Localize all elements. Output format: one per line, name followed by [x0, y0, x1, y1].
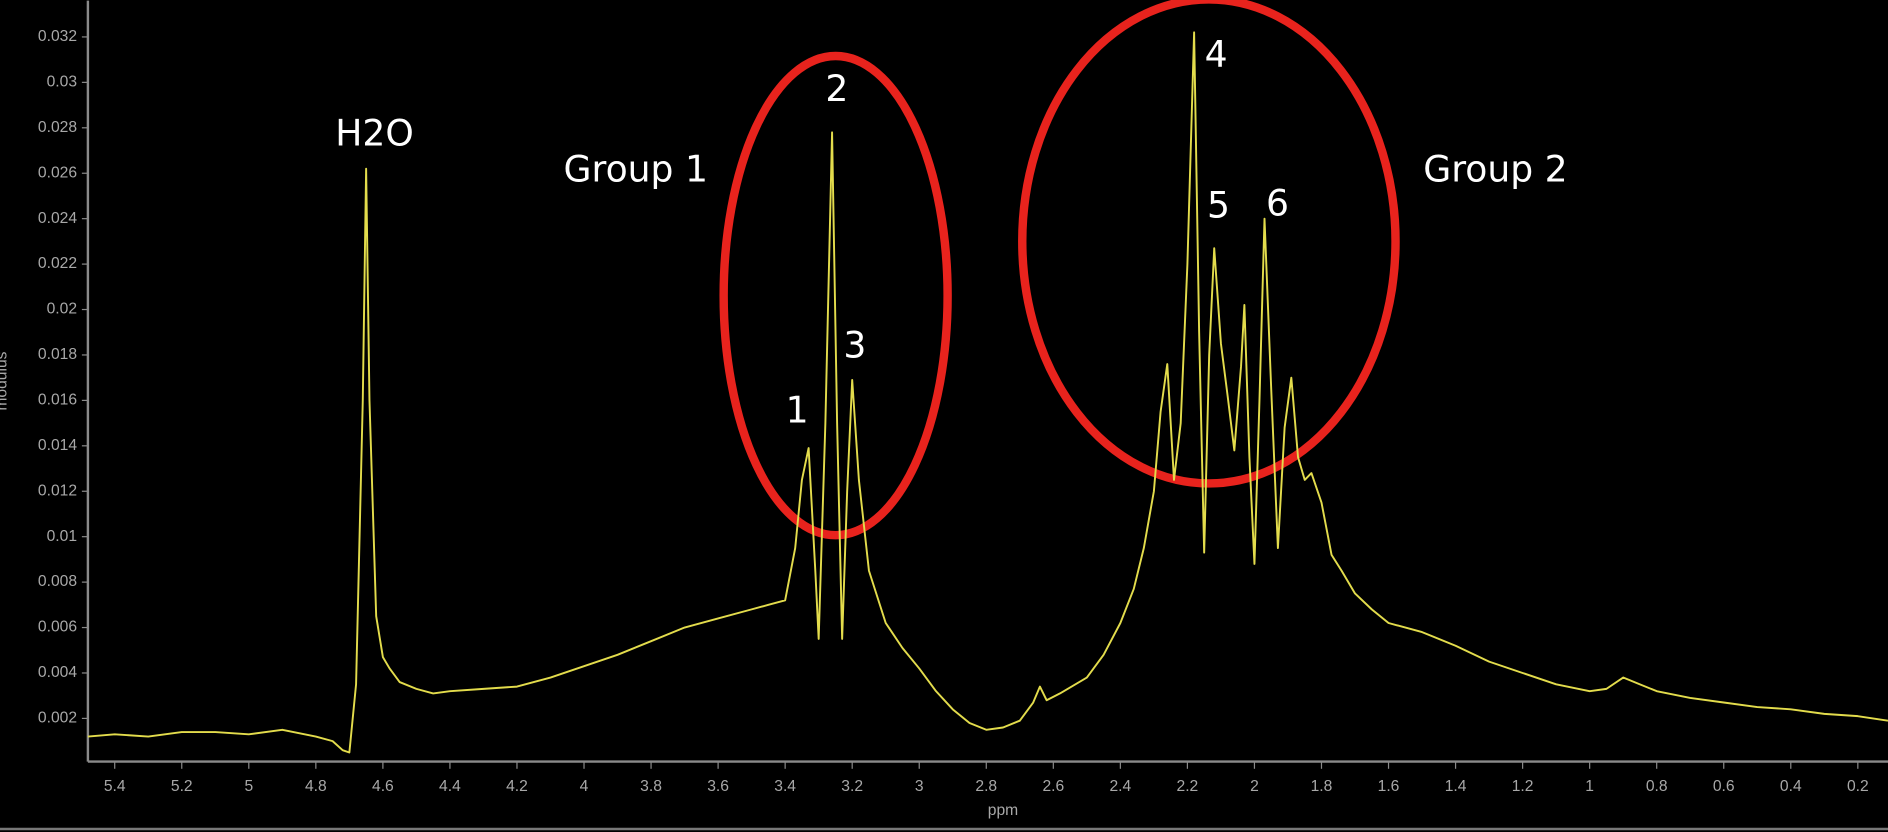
x-tick-label: 4.8 [305, 778, 327, 795]
x-tick-label: 4 [580, 778, 589, 795]
y-tick-label: 0.004 [38, 664, 77, 681]
y-tick-label: 0.016 [38, 392, 77, 409]
group-1-ellipse [719, 51, 952, 540]
x-tick-label: 0.8 [1646, 778, 1668, 795]
annotation: Group 1 [564, 148, 708, 191]
annotation: 6 [1266, 181, 1289, 224]
x-tick-label: 3.4 [774, 778, 796, 795]
x-tick-label: 1.8 [1311, 778, 1333, 795]
x-tick-label: 5.2 [171, 778, 193, 795]
annotation: 2 [825, 67, 848, 110]
y-tick-label: 0.002 [38, 710, 77, 727]
annotation: 5 [1207, 184, 1230, 227]
x-tick-label: 1.2 [1512, 778, 1534, 795]
y-axis-label: modulus [0, 351, 11, 410]
x-tick-label: 5 [244, 778, 253, 795]
x-tick-label: 3.6 [707, 778, 729, 795]
x-tick-label: 0.6 [1713, 778, 1735, 795]
y-tick-label: 0.006 [38, 619, 77, 636]
y-tick-label: 0.008 [38, 573, 77, 590]
y-tick-label: 0.03 [47, 74, 78, 91]
y-tick-label: 0.01 [47, 528, 77, 545]
annotation: 3 [843, 323, 866, 366]
x-tick-label: 3.2 [841, 778, 863, 795]
y-tick-label: 0.026 [38, 164, 77, 181]
annotation: H2O [335, 111, 414, 154]
x-tick-label: 3 [915, 778, 924, 795]
y-tick-label: 0.014 [38, 437, 77, 454]
x-axis-label: ppm [988, 802, 1018, 819]
y-tick-label: 0.032 [38, 28, 77, 45]
x-tick-label: 2.2 [1177, 778, 1199, 795]
x-tick-label: 2.6 [1042, 778, 1064, 795]
y-tick-label: 0.012 [38, 482, 77, 499]
y-tick-label: 0.022 [38, 255, 77, 272]
y-tick-label: 0.024 [38, 210, 77, 227]
x-tick-label: 0.2 [1847, 778, 1869, 795]
group-2-ellipse [1018, 0, 1400, 488]
x-tick-label: 5.4 [104, 778, 126, 795]
y-tick-label: 0.018 [38, 346, 77, 363]
x-tick-label: 4.4 [439, 778, 461, 795]
annotation: Group 2 [1423, 148, 1567, 191]
x-tick-label: 1.4 [1445, 778, 1467, 795]
x-tick-label: 2.4 [1109, 778, 1131, 795]
annotation: 4 [1205, 33, 1228, 76]
x-tick-label: 0.4 [1780, 778, 1802, 795]
x-tick-label: 1.6 [1378, 778, 1400, 795]
x-tick-label: 1 [1585, 778, 1594, 795]
x-tick-label: 3.8 [640, 778, 662, 795]
y-tick-label: 0.028 [38, 119, 77, 136]
y-tick-label: 0.02 [47, 301, 77, 318]
x-tick-label: 2.8 [975, 778, 997, 795]
annotation: 1 [786, 388, 809, 431]
x-tick-label: 4.6 [372, 778, 394, 795]
x-tick-label: 4.2 [506, 778, 528, 795]
spectrum-line [87, 31, 1888, 754]
x-tick-label: 2 [1250, 778, 1259, 795]
